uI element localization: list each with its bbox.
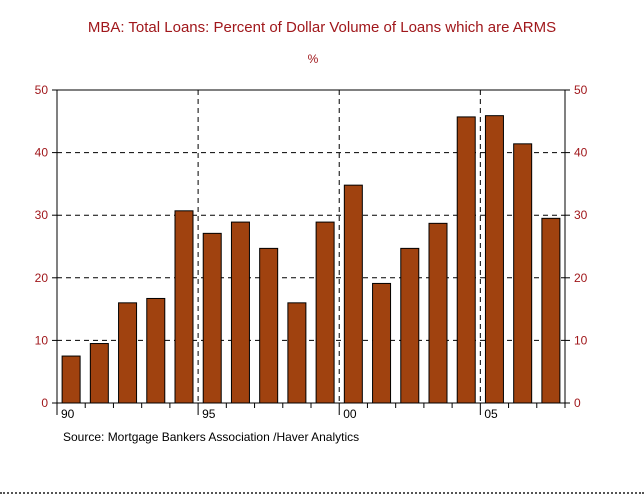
bar	[146, 297, 166, 404]
chart-title: MBA: Total Loans: Percent of Dollar Volu…	[87, 19, 557, 36]
x-tick-label: 95	[202, 407, 216, 421]
bar	[118, 302, 138, 404]
y-tick-label-right: 10	[574, 333, 588, 347]
bar	[484, 115, 504, 404]
unit-label: %	[307, 52, 319, 66]
bar	[287, 302, 307, 404]
bar	[259, 247, 279, 404]
y-tick-label-left: 0	[41, 396, 48, 410]
y-tick-label-right: 50	[574, 83, 588, 97]
y-tick-label-left: 50	[35, 83, 49, 97]
bar	[174, 210, 194, 404]
x-tick-label: 90	[61, 407, 75, 421]
y-tick-label-right: 30	[574, 208, 588, 222]
bottom-divider	[0, 492, 644, 494]
bar	[513, 143, 533, 404]
y-tick-label-left: 10	[35, 333, 49, 347]
y-tick-label-right: 20	[574, 271, 588, 285]
x-tick-label: 05	[484, 407, 498, 421]
y-tick-label-right: 40	[574, 146, 588, 160]
bar	[456, 116, 476, 404]
bar	[343, 184, 363, 404]
y-tick-label-left: 30	[35, 208, 49, 222]
bar	[89, 343, 109, 404]
bar	[315, 221, 335, 404]
y-tick-label-right: 0	[574, 396, 581, 410]
x-tick-label: 00	[343, 407, 357, 421]
bar	[428, 222, 448, 404]
source-note: Source: Mortgage Bankers Association /Ha…	[63, 430, 360, 444]
bar	[400, 247, 420, 404]
bar	[541, 217, 561, 404]
y-tick-label-left: 40	[35, 146, 49, 160]
bar	[230, 221, 250, 404]
bar	[372, 282, 392, 404]
bar	[61, 355, 81, 404]
y-tick-label-left: 20	[35, 271, 49, 285]
bar	[202, 232, 222, 404]
